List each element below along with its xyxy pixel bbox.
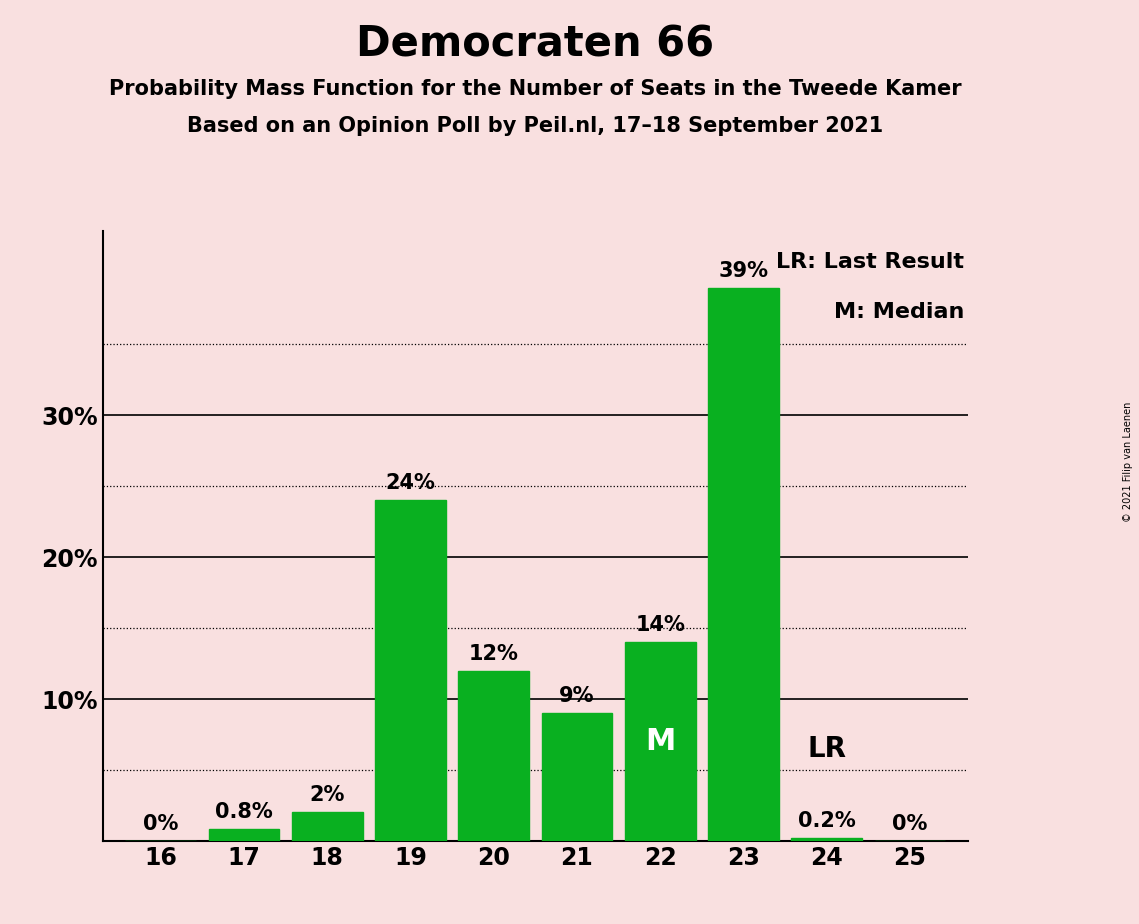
Text: LR: LR xyxy=(808,735,846,762)
Text: 0%: 0% xyxy=(892,814,927,833)
Text: Democraten 66: Democraten 66 xyxy=(357,23,714,65)
Text: Probability Mass Function for the Number of Seats in the Tweede Kamer: Probability Mass Function for the Number… xyxy=(109,79,961,99)
Text: 0.2%: 0.2% xyxy=(797,811,855,831)
Text: 0%: 0% xyxy=(144,814,179,833)
Text: LR: Last Result: LR: Last Result xyxy=(776,252,964,273)
Text: 12%: 12% xyxy=(469,643,518,663)
Bar xyxy=(708,287,779,841)
Text: 39%: 39% xyxy=(719,261,769,281)
Bar xyxy=(792,838,862,841)
Text: M: M xyxy=(645,727,675,756)
Text: M: Median: M: Median xyxy=(834,302,964,322)
Bar xyxy=(208,830,279,841)
Bar xyxy=(458,671,530,841)
Text: 2%: 2% xyxy=(310,785,345,806)
Bar xyxy=(292,812,362,841)
Text: 24%: 24% xyxy=(385,473,435,493)
Bar xyxy=(541,713,613,841)
Text: Based on an Opinion Poll by Peil.nl, 17–18 September 2021: Based on an Opinion Poll by Peil.nl, 17–… xyxy=(187,116,884,136)
Text: 9%: 9% xyxy=(559,687,595,706)
Text: © 2021 Filip van Laenen: © 2021 Filip van Laenen xyxy=(1123,402,1133,522)
Bar xyxy=(625,642,696,841)
Bar xyxy=(375,501,445,841)
Text: 0.8%: 0.8% xyxy=(215,802,273,822)
Text: 14%: 14% xyxy=(636,615,686,635)
